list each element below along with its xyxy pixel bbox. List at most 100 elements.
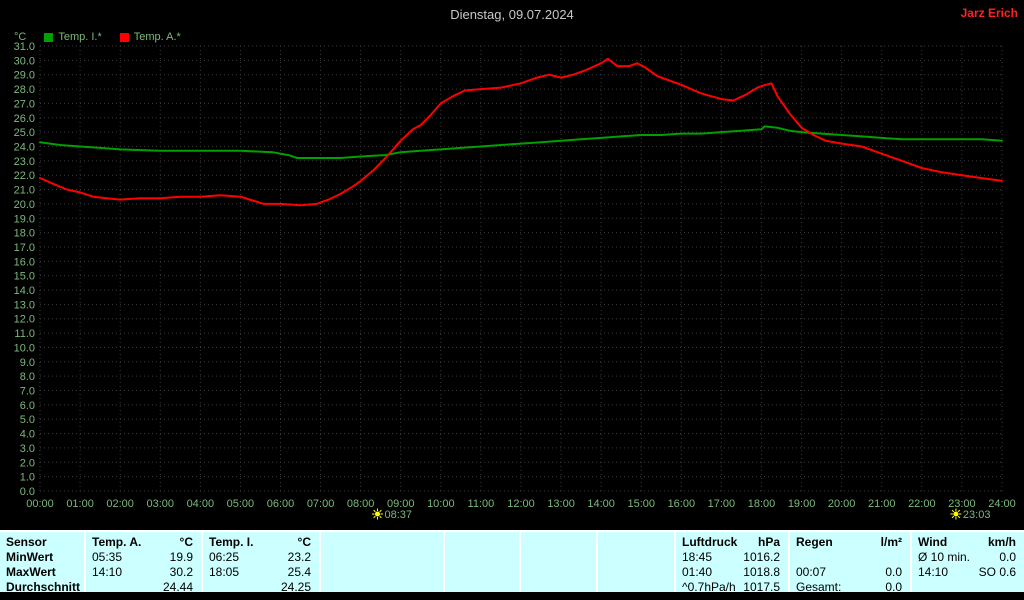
- svg-text:15.0: 15.0: [14, 271, 35, 283]
- svg-text:00:00: 00:00: [26, 498, 54, 510]
- svg-text:12.0: 12.0: [14, 314, 35, 326]
- avg-value: 24.25: [280, 579, 311, 593]
- svg-text:16.0: 16.0: [14, 256, 35, 268]
- temp-i-swatch-icon: [44, 32, 54, 42]
- svg-text:0.0: 0.0: [20, 486, 35, 498]
- svg-text:01:00: 01:00: [66, 498, 94, 510]
- avg-value: 24.44: [162, 579, 193, 593]
- svg-text:24.0: 24.0: [14, 141, 35, 153]
- svg-text:24:00: 24:00: [988, 498, 1016, 510]
- avg-label: Gesamt:: [796, 579, 842, 593]
- max-time: 01:40: [682, 564, 713, 579]
- max-time: 00:07: [796, 564, 827, 579]
- svg-text:12:00: 12:00: [507, 498, 535, 510]
- user-name: Jarz Erich: [960, 6, 1018, 20]
- svg-text:8.0: 8.0: [20, 371, 35, 383]
- min-time: Ø 10 min.: [918, 549, 971, 564]
- col-unit: °C: [179, 534, 193, 549]
- temperature-chart: 0.0 1.0 2.0 3.0 4.0 5.0 6.0 7.0 8.0 9.0 10.0 11.0 12…: [0, 28, 1024, 530]
- min-value: 19.9: [169, 549, 193, 564]
- legend-temp-a-label: Temp. A.*: [133, 31, 181, 43]
- svg-text:13.0: 13.0: [14, 299, 35, 311]
- svg-text:18:00: 18:00: [748, 498, 776, 510]
- svg-text:19:00: 19:00: [788, 498, 816, 510]
- svg-text:16:00: 16:00: [668, 498, 696, 510]
- svg-text:23.0: 23.0: [14, 156, 35, 168]
- stats-table: Sensor MinWert MaxWert Durchschnitt Temp…: [0, 530, 1024, 592]
- col-header: Temp. A.: [92, 534, 142, 549]
- row-label-sensor: Sensor: [6, 534, 47, 549]
- stats-col-regen: Regen l/m² 00:07 0.0 Gesamt: 0.0: [790, 532, 912, 592]
- svg-text:09:00: 09:00: [387, 498, 415, 510]
- svg-text:11.0: 11.0: [14, 328, 35, 340]
- svg-text:22.0: 22.0: [14, 170, 35, 182]
- stats-col-empty-1: [321, 532, 445, 592]
- col-unit: km/h: [987, 534, 1016, 549]
- col-header: Regen: [796, 534, 833, 549]
- bottom-bar: [0, 592, 1024, 600]
- svg-text:23:03: 23:03: [963, 509, 991, 521]
- svg-text:19.0: 19.0: [14, 213, 35, 225]
- stats-col-empty-2: [445, 532, 521, 592]
- svg-text:03:00: 03:00: [146, 498, 174, 510]
- svg-text:29.0: 29.0: [14, 70, 35, 82]
- row-label-maxwert: MaxWert: [6, 564, 56, 579]
- svg-text:9.0: 9.0: [20, 357, 35, 369]
- svg-text:17:00: 17:00: [708, 498, 736, 510]
- svg-text:07:00: 07:00: [307, 498, 335, 510]
- svg-text:10.0: 10.0: [14, 342, 35, 354]
- max-value: 1018.8: [743, 564, 780, 579]
- chart-canvas: 0.0 1.0 2.0 3.0 4.0 5.0 6.0 7.0 8.0 9.0 10.0 11.0 12…: [14, 41, 1016, 521]
- svg-text:21:00: 21:00: [868, 498, 896, 510]
- svg-text:11:00: 11:00: [468, 498, 495, 510]
- svg-text:08:00: 08:00: [347, 498, 375, 510]
- min-value: 0.0: [999, 549, 1016, 564]
- stats-col-empty-4: [598, 532, 676, 592]
- svg-text:6.0: 6.0: [20, 400, 35, 412]
- stats-col-temp-i: Temp. I. °C 06:25 23.2 18:05 25.4 24.25: [203, 532, 321, 592]
- min-value: 1016.2: [743, 549, 780, 564]
- y-axis-unit: °C: [14, 31, 27, 43]
- svg-text:7.0: 7.0: [20, 386, 35, 398]
- stats-col-empty-3: [521, 532, 598, 592]
- svg-text:22:00: 22:00: [908, 498, 936, 510]
- col-unit: °C: [297, 534, 311, 549]
- svg-text:26.0: 26.0: [14, 113, 35, 125]
- min-value: 23.2: [287, 549, 311, 564]
- svg-text:14:00: 14:00: [587, 498, 615, 510]
- max-time: 14:10: [92, 564, 123, 579]
- avg-value: 1017.5: [743, 579, 780, 593]
- svg-text:20:00: 20:00: [828, 498, 856, 510]
- min-time: 05:35: [92, 549, 123, 564]
- max-time: 18:05: [209, 564, 240, 579]
- svg-text:28.0: 28.0: [14, 84, 35, 96]
- col-header: Wind: [918, 534, 948, 549]
- svg-text:23:00: 23:00: [948, 498, 976, 510]
- max-value: 25.4: [287, 564, 311, 579]
- max-value: 30.2: [169, 564, 193, 579]
- svg-text:27.0: 27.0: [14, 98, 35, 110]
- max-value: SO 0.6: [978, 564, 1016, 579]
- title-bar: Dienstag, 09.07.2024 Jarz Erich: [0, 0, 1024, 28]
- svg-text:04:00: 04:00: [187, 498, 215, 510]
- col-header: Temp. I.: [209, 534, 254, 549]
- row-label-durchschnitt: Durchschnitt: [6, 579, 81, 593]
- svg-text:18.0: 18.0: [14, 228, 35, 240]
- svg-text:1.0: 1.0: [20, 472, 35, 484]
- page-title: Dienstag, 09.07.2024: [450, 7, 574, 22]
- svg-text:06:00: 06:00: [267, 498, 295, 510]
- legend-item-temp-i: Temp. I.*: [44, 31, 102, 43]
- legend-temp-i-label: Temp. I.*: [58, 31, 102, 43]
- max-time: 14:10: [918, 564, 949, 579]
- svg-text:14.0: 14.0: [14, 285, 35, 297]
- chart-legend: °C Temp. I.* Temp. A.*: [14, 31, 199, 43]
- svg-text:3.0: 3.0: [20, 443, 35, 455]
- legend-item-temp-a: Temp. A.*: [119, 31, 181, 43]
- col-unit: l/m²: [880, 534, 902, 549]
- svg-text:15:00: 15:00: [627, 498, 655, 510]
- min-time: 18:45: [682, 549, 713, 564]
- avg-label: ^0.7hPa/h: [682, 579, 736, 593]
- svg-text:30.0: 30.0: [14, 55, 35, 67]
- col-unit: hPa: [757, 534, 780, 549]
- svg-text:13:00: 13:00: [547, 498, 575, 510]
